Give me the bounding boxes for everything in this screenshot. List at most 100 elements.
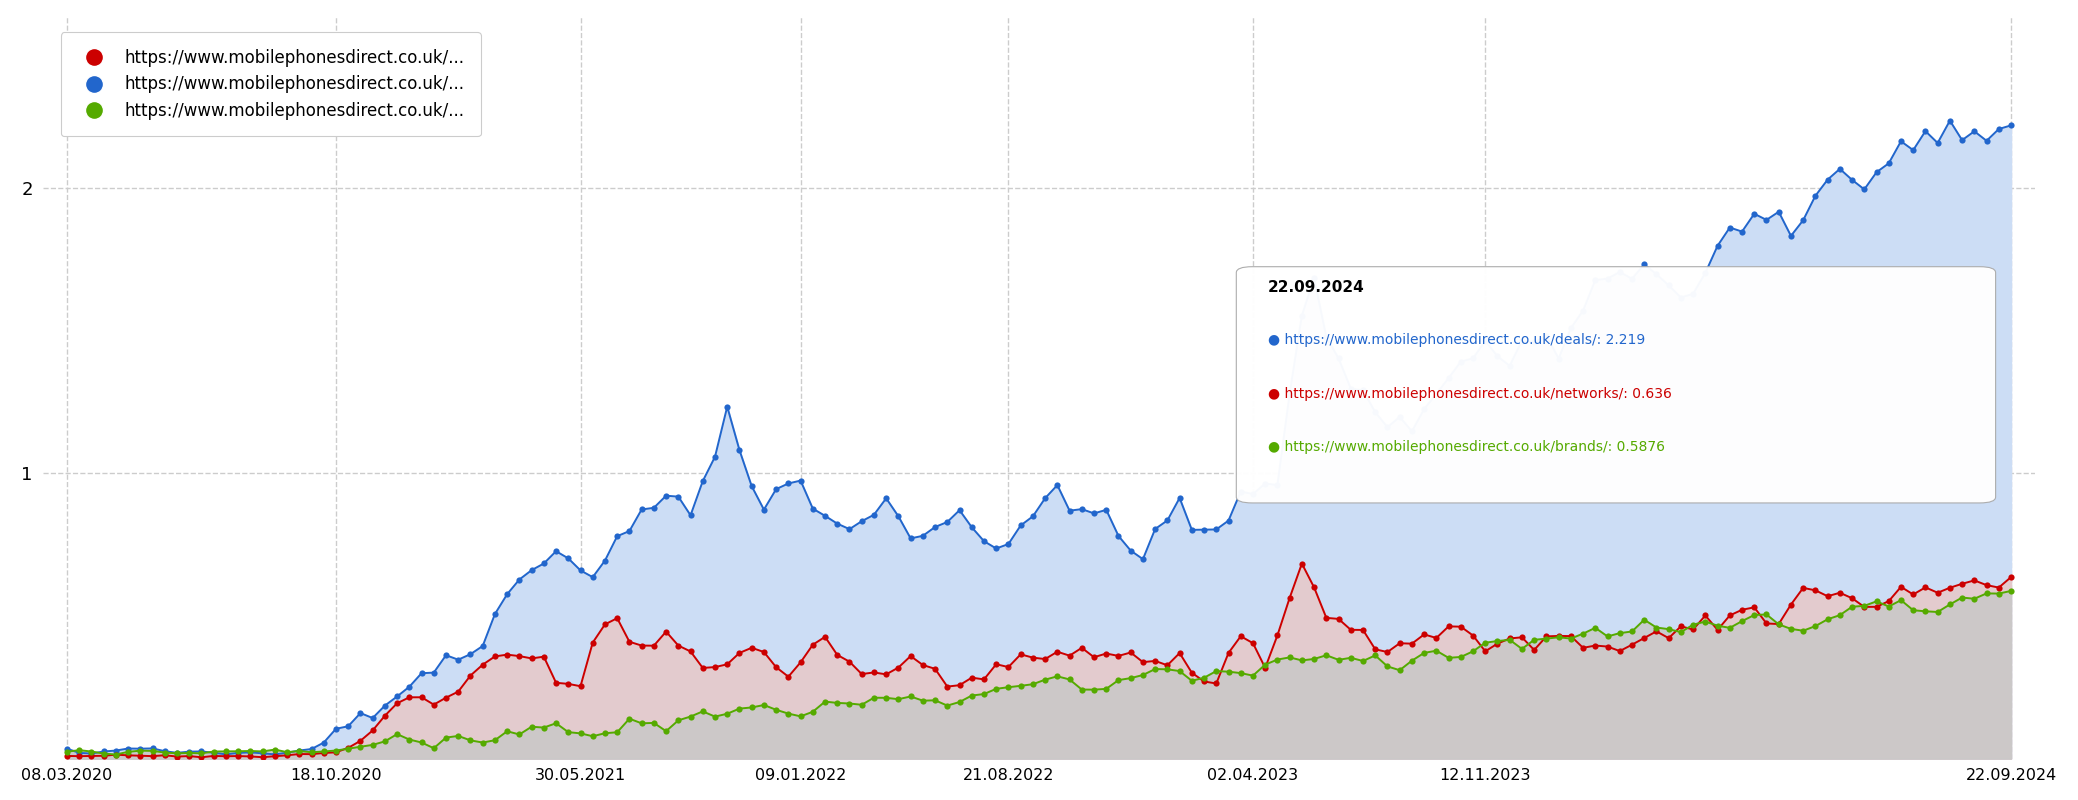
Point xyxy=(258,750,291,762)
Point xyxy=(551,552,584,565)
Point xyxy=(1274,651,1307,664)
Point xyxy=(968,673,1002,686)
Point xyxy=(1016,510,1049,522)
Point xyxy=(1872,594,1906,607)
Point xyxy=(1261,629,1295,642)
Point xyxy=(1592,272,1625,285)
Point xyxy=(1970,578,2003,591)
Point xyxy=(796,502,829,515)
Point xyxy=(748,698,781,711)
Point xyxy=(1860,595,1893,608)
Point xyxy=(1664,620,1698,633)
Point xyxy=(1725,603,1758,616)
Point xyxy=(1712,609,1746,622)
Point xyxy=(1504,334,1538,347)
Point xyxy=(991,538,1024,550)
Point xyxy=(698,710,731,723)
Point xyxy=(1800,190,1833,202)
Point xyxy=(368,699,401,712)
Point xyxy=(1457,629,1490,642)
Point xyxy=(1602,266,1635,278)
Point xyxy=(736,701,769,714)
Point xyxy=(1822,609,1856,622)
Point xyxy=(540,717,574,730)
Point xyxy=(160,750,193,763)
Point xyxy=(1542,352,1575,365)
Point xyxy=(1712,221,1746,234)
Point xyxy=(443,654,476,666)
Point xyxy=(1982,587,2016,600)
Point xyxy=(430,649,463,662)
Point xyxy=(1504,642,1538,655)
Point xyxy=(1469,334,1502,347)
Point xyxy=(1089,647,1122,660)
Point xyxy=(1640,268,1673,281)
Point xyxy=(1627,258,1660,271)
Point xyxy=(1957,574,1991,587)
Point xyxy=(979,658,1012,670)
Point xyxy=(1371,660,1405,673)
FancyBboxPatch shape xyxy=(1236,266,1995,503)
Point xyxy=(465,640,499,653)
Point xyxy=(100,748,133,761)
Point xyxy=(673,509,707,522)
Point xyxy=(1041,478,1074,491)
Point xyxy=(185,745,218,758)
Point xyxy=(515,720,549,733)
Point xyxy=(135,742,168,755)
Point xyxy=(968,688,1002,701)
Point xyxy=(1139,522,1172,535)
Point xyxy=(478,608,511,621)
Point xyxy=(625,639,659,652)
Point xyxy=(1885,594,1918,606)
Point xyxy=(758,661,792,674)
Text: ● https://www.mobilephonesdirect.co.uk/deals/: 2.219: ● https://www.mobilephonesdirect.co.uk/d… xyxy=(1268,334,1646,347)
Point xyxy=(1029,492,1062,505)
Point xyxy=(1347,654,1380,667)
Point xyxy=(711,400,744,413)
Point xyxy=(197,750,231,762)
Point xyxy=(528,557,561,570)
Point xyxy=(1920,586,1953,599)
Point xyxy=(1394,425,1428,438)
Point xyxy=(490,588,524,601)
Point xyxy=(540,676,574,689)
Point xyxy=(1029,653,1062,666)
Point xyxy=(515,564,549,577)
Point xyxy=(332,742,366,755)
Point xyxy=(625,717,659,730)
Point xyxy=(601,726,634,738)
Point xyxy=(1970,587,2003,600)
Point xyxy=(100,744,133,757)
Point xyxy=(736,480,769,493)
Point xyxy=(991,681,1024,694)
Point xyxy=(368,735,401,748)
Point xyxy=(1567,627,1600,640)
Point xyxy=(1004,648,1037,661)
Point xyxy=(588,618,621,630)
Point xyxy=(1126,553,1160,566)
Point xyxy=(515,652,549,665)
Point xyxy=(796,638,829,651)
Point xyxy=(846,515,879,528)
Point xyxy=(1384,637,1417,650)
Point xyxy=(320,746,353,758)
Point xyxy=(343,706,376,719)
Point xyxy=(1689,615,1723,628)
Point xyxy=(1602,626,1635,639)
Point xyxy=(1982,581,2016,594)
Point xyxy=(1419,387,1453,400)
Point xyxy=(1860,166,1893,178)
Point xyxy=(308,745,341,758)
Point xyxy=(1457,352,1490,365)
Point xyxy=(698,661,731,674)
Point xyxy=(563,727,596,740)
Point xyxy=(1652,632,1685,645)
Point xyxy=(1567,642,1600,654)
Point xyxy=(503,650,536,662)
Point xyxy=(1394,654,1428,667)
Legend: https://www.mobilephonesdirect.co.uk/..., https://www.mobilephonesdirect.co.uk/.: https://www.mobilephonesdirect.co.uk/...… xyxy=(60,33,480,137)
Point xyxy=(355,738,389,751)
Point xyxy=(1432,620,1465,633)
Point xyxy=(490,648,524,661)
